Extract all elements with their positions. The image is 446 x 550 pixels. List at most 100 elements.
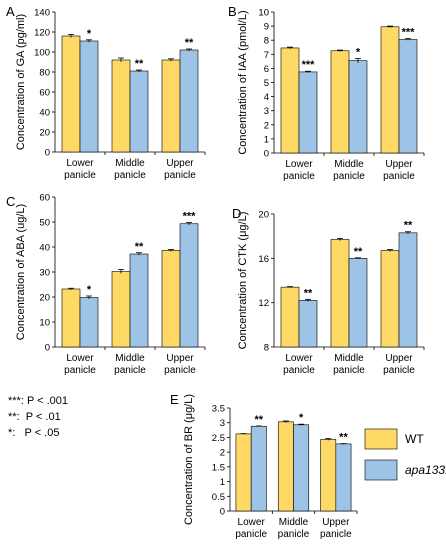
chart-a-category-label: Upper xyxy=(166,158,194,169)
chart-a-panel-label: A xyxy=(6,4,15,19)
chart-b-y-tick-label: 6 xyxy=(264,64,269,75)
chart-e-y-tick-label: 2.5 xyxy=(212,433,225,444)
chart-d-sig-marker: ** xyxy=(404,220,413,232)
legend-label-apa1331: apa1331 xyxy=(405,463,446,477)
chart-b-sig-marker: *** xyxy=(302,59,316,71)
chart-c-y-tick-label: 30 xyxy=(39,268,50,279)
chart-e-bar-apa1331 xyxy=(293,424,310,512)
chart-c-bar-apa1331 xyxy=(129,253,149,348)
chart-a-category-label: Middle xyxy=(115,158,145,169)
chart-e-y-tick-label: 0 xyxy=(220,507,225,518)
chart-c-category-label: panicle xyxy=(114,365,146,376)
chart-a-category-label: panicle xyxy=(64,170,96,181)
chart-d-category-label: Upper xyxy=(385,353,413,364)
chart-a-bar-wt xyxy=(161,59,181,153)
chart-e-sig-marker: ** xyxy=(255,414,264,426)
chart-e-sig-marker: ** xyxy=(339,432,348,444)
chart-b-bar-apa1331 xyxy=(298,71,318,154)
chart-a-y-tick-label: 100 xyxy=(34,48,50,59)
chart-b-panel-label: B xyxy=(228,4,237,19)
sig-note-2: **: P < .01 xyxy=(8,411,61,423)
chart-d-bar-apa1331 xyxy=(298,300,318,348)
chart-d-panel-label: D xyxy=(232,206,241,221)
chart-d-bar-apa1331 xyxy=(398,232,418,348)
chart-b-category-label: Lower xyxy=(285,159,313,170)
chart-b-category-label: Upper xyxy=(385,159,413,170)
chart-a-sig-marker: ** xyxy=(185,37,194,49)
chart-d-category-label: panicle xyxy=(383,365,415,376)
chart-c-y-tick-label: 0 xyxy=(45,343,50,354)
legend-swatch-wt xyxy=(364,428,398,450)
chart-d-category-label: Middle xyxy=(334,353,364,364)
chart-c-y-tick-label: 50 xyxy=(39,218,50,229)
chart-b-category-label: panicle xyxy=(333,171,365,182)
chart-b-category-label: Middle xyxy=(334,159,364,170)
chart-c-y-tick-label: 60 xyxy=(39,193,50,204)
chart-c-bar-apa1331 xyxy=(79,297,99,348)
chart-d-y-tick-label: 16 xyxy=(258,254,269,265)
chart-b-y-tick-label: 4 xyxy=(264,92,269,103)
chart-c-bar-wt xyxy=(161,250,181,348)
chart-c-bar-apa1331 xyxy=(179,223,199,348)
chart-d-category-label: panicle xyxy=(283,365,315,376)
chart-d-y-tick-label: 8 xyxy=(264,343,269,354)
chart-c-category-label: Middle xyxy=(115,353,145,364)
chart-a-bar-apa1331 xyxy=(179,49,199,153)
chart-d-sig-marker: ** xyxy=(354,246,363,258)
chart-c-y-axis-label: Concentration of ABA (ug/L) xyxy=(15,204,27,340)
chart-b-y-tick-label: 8 xyxy=(264,36,269,47)
chart-e-y-tick-label: 0.5 xyxy=(212,492,225,503)
chart-c-y-tick-label: 40 xyxy=(39,243,50,254)
chart-c-category-label: Upper xyxy=(166,353,194,364)
chart-a-y-tick-label: 0 xyxy=(45,148,50,159)
chart-d-bar-wt xyxy=(380,250,400,348)
chart-e-category-label: Upper xyxy=(322,517,350,528)
chart-b-y-tick-label: 3 xyxy=(264,106,269,117)
chart-b-y-tick-label: 7 xyxy=(264,50,269,61)
chart-b-bar-apa1331 xyxy=(398,39,418,154)
chart-e-y-tick-label: 1 xyxy=(220,477,225,488)
chart-b-bar-wt xyxy=(280,47,300,154)
chart-a-bar-wt xyxy=(111,59,131,153)
chart-b-category-label: panicle xyxy=(383,171,415,182)
chart-a-bar-wt xyxy=(61,35,81,153)
chart-e-bar-wt xyxy=(277,421,294,512)
chart-a-y-tick-label: 40 xyxy=(39,108,50,119)
chart-a-category-label: panicle xyxy=(114,170,146,181)
chart-c-category-label: Lower xyxy=(66,353,94,364)
chart-b-y-tick-label: 9 xyxy=(264,22,269,33)
chart-d-y-tick-label: 12 xyxy=(258,298,269,309)
chart-c-y-tick-label: 20 xyxy=(39,293,50,304)
chart-c-sig-marker: *** xyxy=(183,211,197,223)
chart-e-bar-wt xyxy=(235,433,252,512)
chart-b-y-tick-label: 5 xyxy=(264,78,269,89)
chart-d-y-tick-label: 20 xyxy=(258,210,269,221)
chart-a-category-label: Lower xyxy=(66,158,94,169)
chart-c-bar-wt xyxy=(111,271,131,348)
chart-b-y-tick-label: 2 xyxy=(264,120,269,131)
chart-e-category-label: Middle xyxy=(279,517,309,528)
chart-b-y-axis-label: Concentration of IAA (pmol/L) xyxy=(237,10,249,154)
chart-a-y-tick-label: 60 xyxy=(39,88,50,99)
chart-d-category-label: Lower xyxy=(285,353,313,364)
chart-a-bar-apa1331 xyxy=(79,40,99,153)
chart-c-category-label: panicle xyxy=(164,365,196,376)
chart-a-y-tick-label: 120 xyxy=(34,28,50,39)
chart-c-category-label: panicle xyxy=(64,365,96,376)
chart-e-y-tick-label: 3 xyxy=(220,418,225,429)
chart-b-bar-apa1331 xyxy=(348,60,368,154)
chart-a-bar-apa1331 xyxy=(129,70,149,153)
chart-e-category-label: panicle xyxy=(235,529,267,540)
chart-d-sig-marker: ** xyxy=(304,287,313,299)
chart-c-bar-wt xyxy=(61,288,81,348)
chart-d-y-axis-label: Concentration of CTK (μg/L) xyxy=(237,212,249,350)
chart-e-bar-apa1331 xyxy=(250,425,267,512)
chart-a-y-axis-label: Concentration of GA (pg/ml) xyxy=(15,14,27,150)
chart-a-sig-marker: ** xyxy=(135,58,144,70)
chart-c-panel-label: C xyxy=(6,194,15,209)
chart-e-y-tick-label: 1.5 xyxy=(212,462,225,473)
chart-d-bar-wt xyxy=(330,239,350,348)
chart-d-category-label: panicle xyxy=(333,365,365,376)
chart-d-bar-apa1331 xyxy=(348,258,368,348)
chart-b-y-tick-label: 1 xyxy=(264,134,269,145)
